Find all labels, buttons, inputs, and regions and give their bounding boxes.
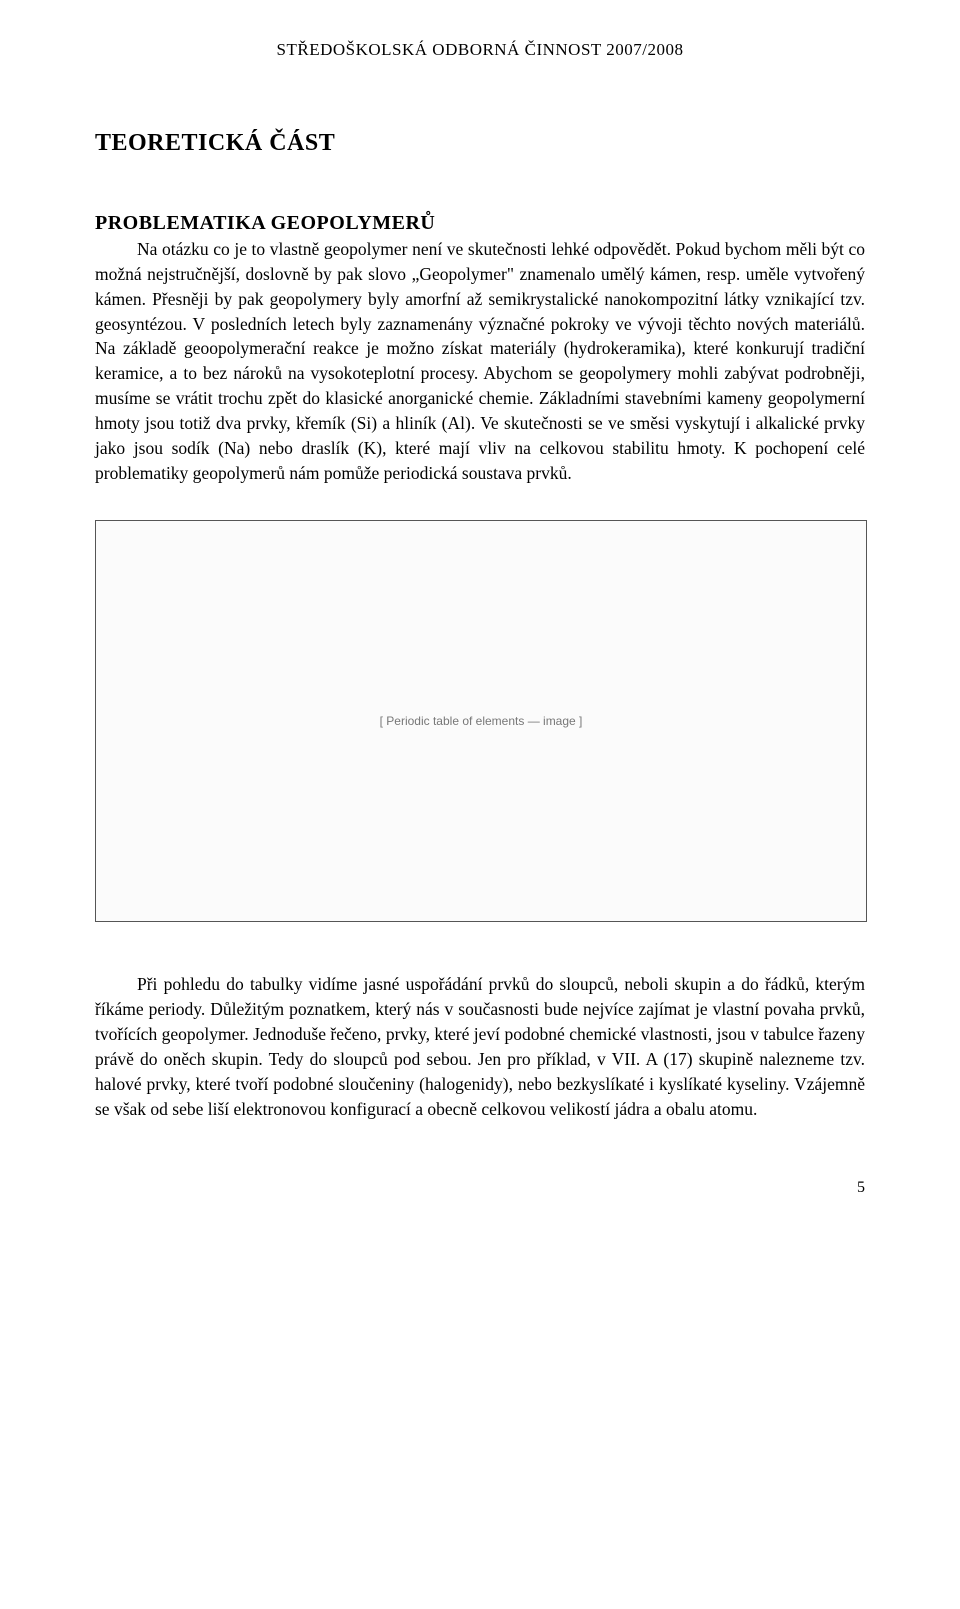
paragraph-2: Při pohledu do tabulky vidíme jasné uspo…	[95, 972, 865, 1121]
periodic-table-figure: [ Periodic table of elements — image ]	[95, 520, 867, 922]
heading-sub: PROBLEMATIKA GEOPOLYMERŮ	[95, 212, 865, 235]
paragraph-1: Na otázku co je to vlastně geopolymer ne…	[95, 237, 865, 485]
document-page: STŘEDOŠKOLSKÁ ODBORNÁ ČINNOST 2007/2008 …	[0, 0, 960, 1217]
page-header: STŘEDOŠKOLSKÁ ODBORNÁ ČINNOST 2007/2008	[95, 40, 865, 60]
heading-main: TEORETICKÁ ČÁST	[95, 130, 865, 157]
page-number: 5	[857, 1179, 865, 1197]
